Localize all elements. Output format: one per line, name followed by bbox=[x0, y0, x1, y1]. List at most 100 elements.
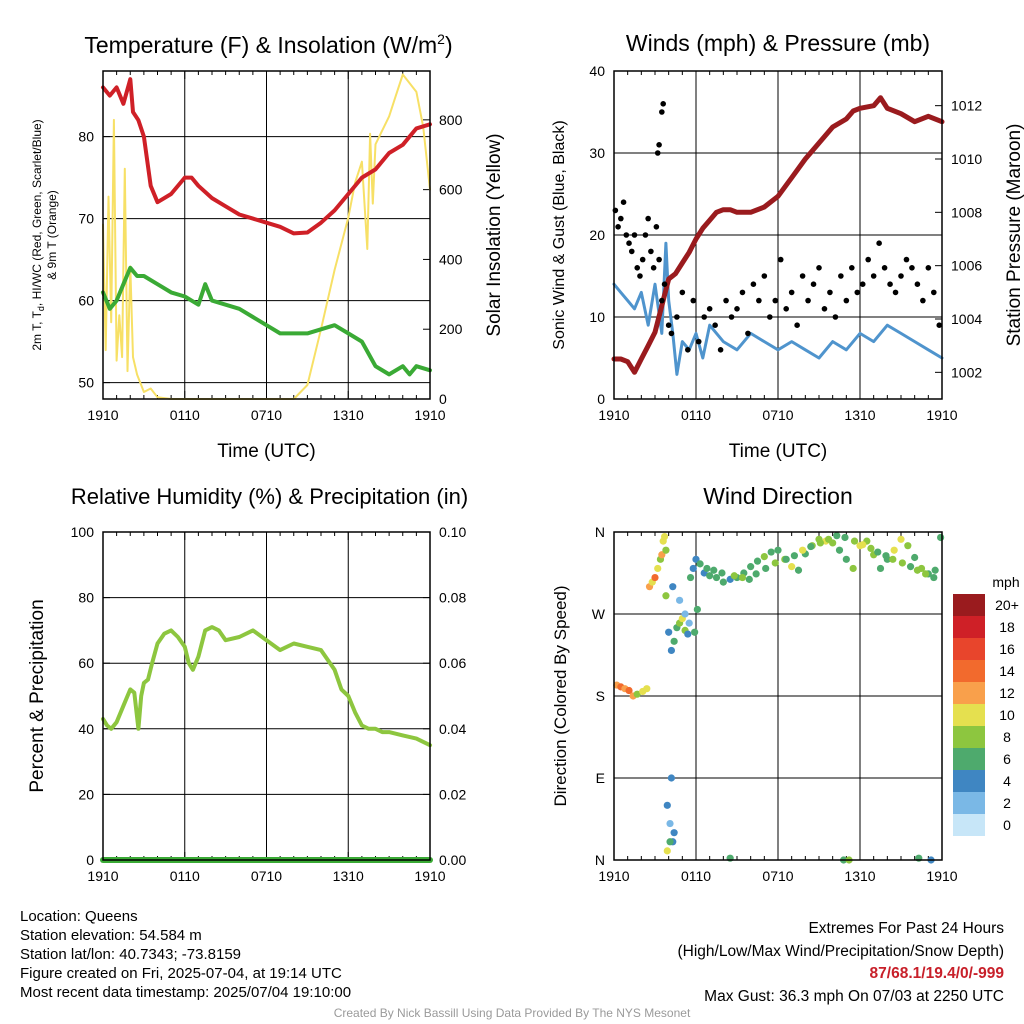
direction-point bbox=[730, 572, 738, 580]
plot-frame bbox=[613, 70, 943, 400]
gust-point bbox=[659, 297, 665, 304]
y-right-tick-label: 0.06 bbox=[439, 655, 466, 671]
direction-point bbox=[718, 569, 726, 577]
direction-point bbox=[719, 578, 727, 586]
gust-point bbox=[843, 297, 850, 304]
direction-point bbox=[841, 533, 849, 542]
colorbar-swatch bbox=[953, 704, 985, 726]
x-tick-label: 0110 bbox=[681, 407, 711, 423]
gust-point bbox=[695, 338, 702, 345]
gust-point bbox=[838, 273, 844, 279]
gust-point bbox=[876, 240, 882, 246]
x-tick-label: 1310 bbox=[844, 407, 875, 423]
colorbar-label: 14 bbox=[999, 663, 1015, 679]
gust-point bbox=[653, 224, 660, 230]
colorbar-swatch bbox=[953, 682, 985, 704]
gust-point bbox=[892, 289, 899, 296]
gust-point bbox=[739, 289, 746, 296]
direction-point bbox=[676, 596, 684, 604]
direction-point bbox=[663, 801, 671, 809]
y-axis-label: 2m T, Td, HI/WC (Red, Green, Scarlet/Blu… bbox=[30, 119, 46, 350]
y-tick-label: 80 bbox=[78, 129, 94, 145]
gust-point bbox=[618, 215, 624, 222]
direction-point bbox=[897, 535, 905, 543]
y-right-axis-label: Station Pressure (Maroon) bbox=[1004, 124, 1024, 347]
direction-point bbox=[738, 573, 747, 582]
direction-point bbox=[662, 546, 670, 554]
x-tick-label: 1910 bbox=[87, 407, 118, 423]
x-tick-label: 1310 bbox=[844, 868, 875, 884]
x-axis-label: Time (UTC) bbox=[729, 441, 828, 462]
gust-point bbox=[936, 322, 943, 329]
direction-point bbox=[906, 563, 915, 571]
y-tick-label: 100 bbox=[71, 524, 95, 540]
gust-point bbox=[679, 289, 686, 296]
gust-point bbox=[914, 281, 921, 288]
gust-point bbox=[685, 347, 691, 353]
y-tick-label: 80 bbox=[78, 590, 94, 606]
figure-created: Figure created on Fri, 2025-07-04, at 19… bbox=[20, 965, 342, 982]
gust-point bbox=[637, 273, 643, 279]
gust-point bbox=[865, 256, 871, 263]
gust-point bbox=[799, 273, 806, 279]
y-right-tick-label: 400 bbox=[439, 251, 463, 267]
colorbar-swatch bbox=[953, 770, 985, 792]
direction-point bbox=[625, 686, 633, 695]
x-tick-label: 1910 bbox=[414, 868, 445, 884]
gust-point bbox=[827, 289, 833, 296]
gust-point bbox=[645, 215, 651, 222]
direction-point bbox=[665, 628, 673, 636]
direction-point bbox=[922, 570, 930, 578]
gust-point bbox=[925, 265, 932, 271]
gust-point bbox=[849, 265, 855, 271]
y-tick-label: 40 bbox=[589, 63, 605, 79]
y-tick-label: S bbox=[596, 688, 605, 704]
gust-point bbox=[660, 101, 666, 107]
y-right-tick-label: 1012 bbox=[951, 98, 982, 114]
direction-point bbox=[867, 544, 875, 553]
y-tick-label: 20 bbox=[78, 786, 94, 802]
y-right-tick-label: 1004 bbox=[951, 311, 982, 327]
gust-point bbox=[623, 232, 630, 238]
gust-point bbox=[656, 256, 662, 263]
direction-point bbox=[753, 557, 762, 565]
x-tick-label: 0710 bbox=[762, 868, 793, 884]
x-axis-label: Time (UTC) bbox=[217, 441, 316, 462]
direction-point bbox=[752, 570, 760, 578]
gust-point bbox=[648, 248, 654, 255]
direction-point bbox=[681, 610, 689, 618]
y-tick-label: 60 bbox=[78, 293, 94, 309]
direction-point bbox=[684, 630, 692, 638]
gust-point bbox=[903, 256, 910, 263]
direction-point bbox=[799, 546, 807, 554]
direction-point bbox=[693, 605, 701, 614]
colorbar-label: 0 bbox=[1003, 817, 1011, 833]
gust-point bbox=[805, 297, 811, 304]
gust-point bbox=[701, 314, 707, 320]
y-right-tick-label: 800 bbox=[439, 112, 463, 128]
gust-point bbox=[690, 297, 697, 304]
x-tick-label: 0110 bbox=[170, 407, 200, 423]
y-right-tick-label: 1008 bbox=[951, 204, 982, 220]
gust-point bbox=[656, 142, 662, 148]
colorbar-swatch bbox=[953, 594, 985, 616]
direction-point bbox=[859, 541, 867, 549]
gust-point bbox=[659, 109, 665, 115]
colorbar-label: 18 bbox=[999, 619, 1015, 635]
x-tick-label: 1910 bbox=[87, 868, 118, 884]
gust-point bbox=[761, 273, 768, 279]
gust-point bbox=[794, 322, 800, 329]
gust-point bbox=[654, 150, 661, 156]
y-tick-label: E bbox=[596, 770, 605, 786]
plot-frame bbox=[102, 531, 431, 861]
colorbar-label: 2 bbox=[1003, 795, 1011, 811]
direction-point bbox=[835, 546, 844, 554]
gust-point bbox=[674, 314, 680, 320]
y-tick-label: 0 bbox=[86, 852, 94, 868]
gust-point bbox=[881, 265, 888, 271]
y-right-tick-label: 0.02 bbox=[439, 786, 466, 802]
gust-point bbox=[639, 256, 646, 263]
direction-point bbox=[774, 546, 782, 554]
direction-point bbox=[771, 559, 779, 567]
y-right-tick-label: 1002 bbox=[951, 364, 982, 380]
